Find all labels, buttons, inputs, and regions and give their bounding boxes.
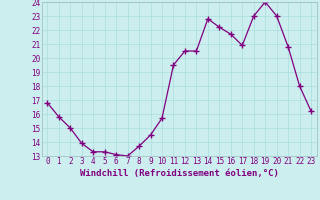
X-axis label: Windchill (Refroidissement éolien,°C): Windchill (Refroidissement éolien,°C)	[80, 169, 279, 178]
